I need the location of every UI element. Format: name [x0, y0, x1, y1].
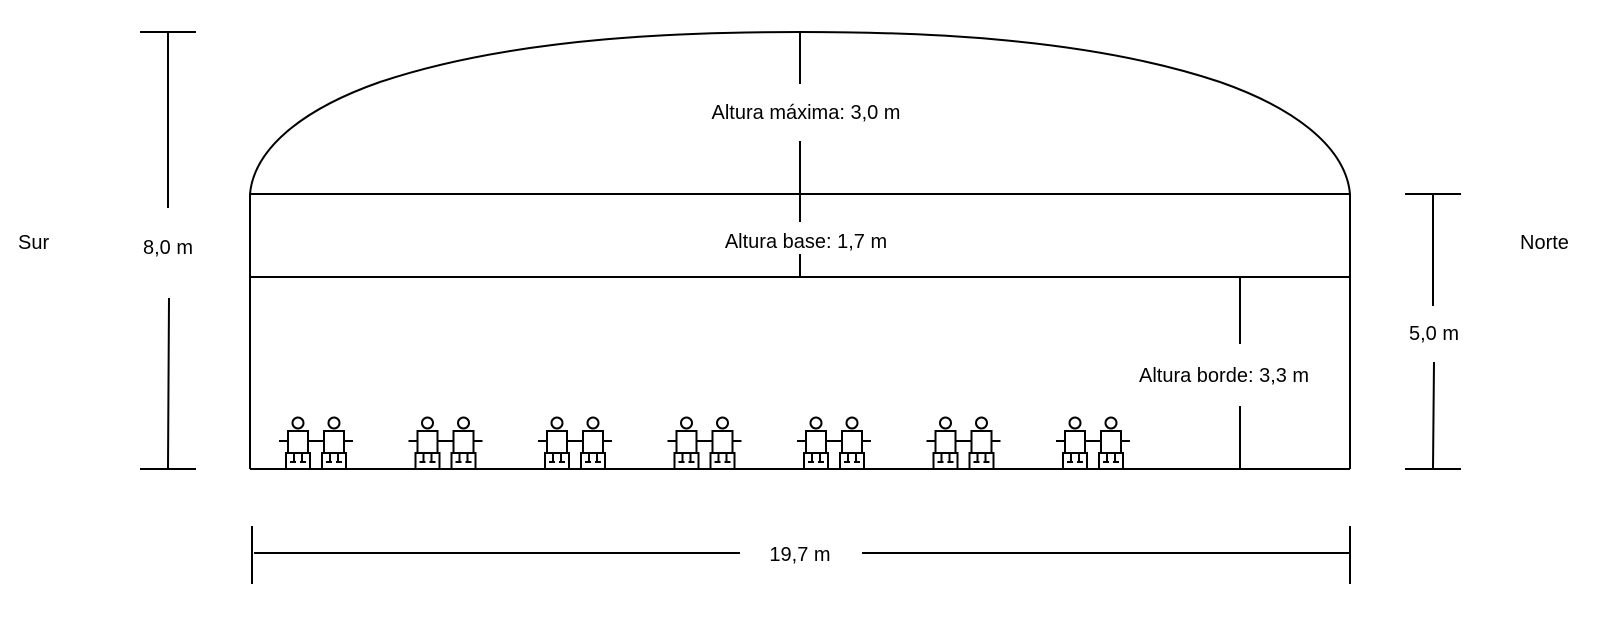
seated-person-icon — [321, 416, 347, 469]
max-height-label: Altura máxima: 3,0 m — [712, 102, 901, 124]
seated-person-icon — [414, 416, 441, 469]
seated-figure-pair — [667, 416, 742, 469]
edge-height-label: Altura borde: 3,3 m — [1139, 365, 1309, 387]
seated-person-icon — [1098, 416, 1124, 469]
edge-height-dimension: Altura borde: 3,3 m — [1139, 277, 1309, 469]
seated-figures — [279, 416, 1130, 469]
seated-person-icon — [285, 416, 311, 469]
seated-figure-pair — [1056, 416, 1130, 469]
side-height-dimension: 5,0 m — [1405, 193, 1461, 470]
seated-person-icon — [932, 416, 959, 469]
seated-person-icon — [580, 416, 606, 469]
base-height-label: Altura base: 1,7 m — [725, 231, 887, 253]
seated-figure-pair — [538, 416, 612, 469]
seated-person-icon — [1062, 416, 1088, 469]
center-height-dimension: Altura máxima: 3,0 m Altura base: 1,7 m — [712, 32, 901, 277]
seated-figure-pair — [279, 416, 353, 469]
total-height-dimension: 8,0 m — [140, 31, 196, 470]
side-height-label: 5,0 m — [1409, 323, 1459, 345]
seated-figure-pair — [926, 416, 1001, 469]
seated-person-icon — [673, 416, 700, 469]
width-label: 19,7 m — [769, 544, 830, 566]
seated-person-icon — [544, 416, 570, 469]
width-dimension: 19,7 m — [251, 526, 1351, 584]
north-label: Norte — [1520, 232, 1569, 254]
seated-person-icon — [968, 416, 995, 469]
seated-figure-pair — [408, 416, 483, 469]
total-height-label: 8,0 m — [143, 237, 193, 259]
seated-person-icon — [709, 416, 736, 469]
seated-figure-pair — [797, 416, 871, 469]
seated-person-icon — [839, 416, 865, 469]
south-label: Sur — [18, 232, 49, 254]
seated-person-icon — [803, 416, 829, 469]
seated-person-icon — [450, 416, 477, 469]
